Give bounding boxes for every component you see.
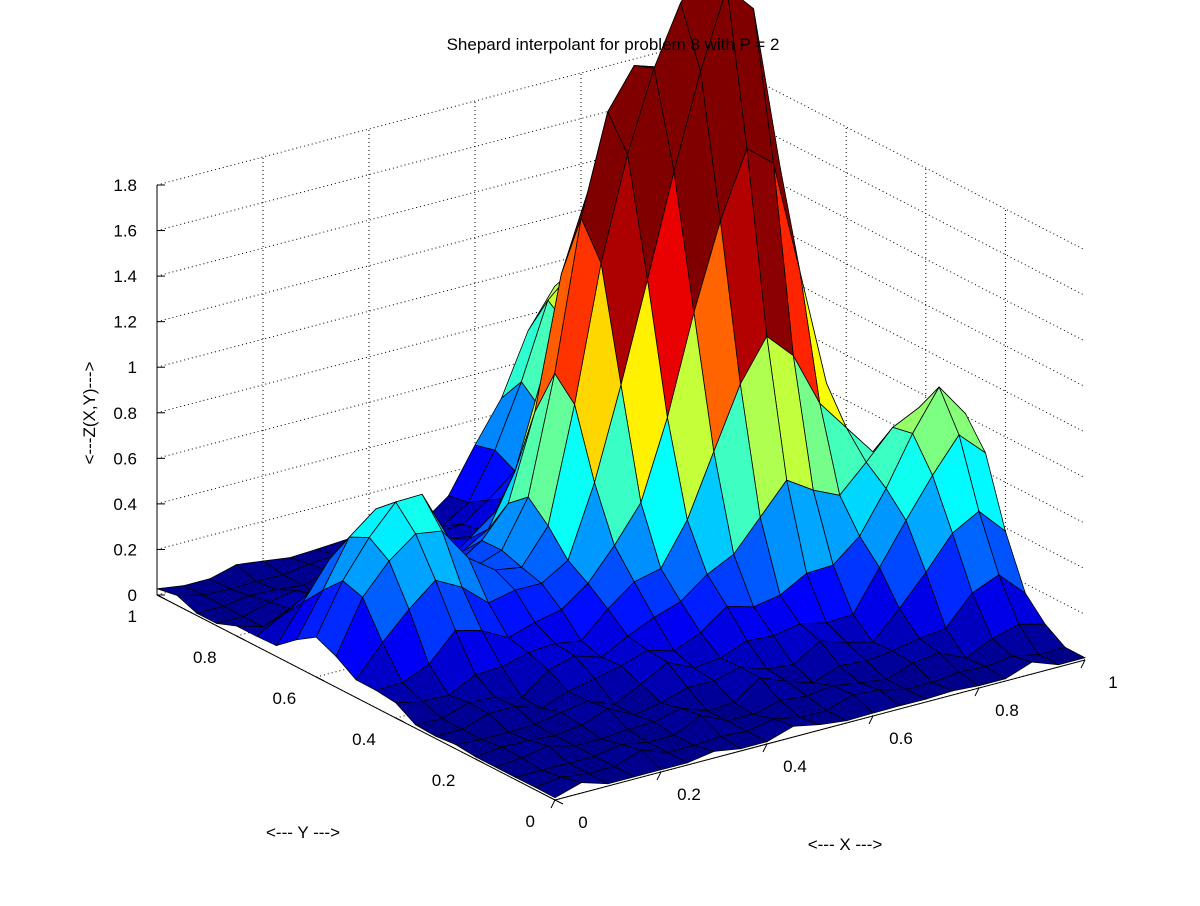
x-axis-label: <--- X ---> bbox=[808, 835, 883, 854]
tick-labels: 0 0.2 0.4 0.6 0.8 1 0 0.2 0.4 0.6 0.8 1 0 0.2 0.4 0.6 0.… bbox=[113, 176, 1117, 832]
x-axis-line bbox=[554, 659, 1086, 801]
z-tick-label: 1.6 bbox=[113, 222, 137, 241]
x-tick-label: 0.4 bbox=[783, 757, 807, 776]
y-tick-mark bbox=[395, 717, 405, 723]
z-tick-label: 1.8 bbox=[113, 176, 137, 195]
y-tick-mark bbox=[156, 594, 166, 600]
x-tick-mark bbox=[762, 743, 768, 753]
y-tick-label: 1 bbox=[128, 607, 137, 626]
x-tick-label: 0 bbox=[578, 813, 587, 832]
x-tick-mark bbox=[1080, 659, 1086, 669]
z-tick-label: 0.2 bbox=[113, 540, 137, 559]
z-tick-label: 0.4 bbox=[113, 495, 137, 514]
x-tick-label: 1 bbox=[1108, 673, 1117, 692]
x-tick-label: 0.6 bbox=[889, 729, 913, 748]
x-tick-mark bbox=[974, 687, 980, 697]
y-tick-label: 0.8 bbox=[193, 648, 217, 667]
y-tick-mark bbox=[475, 758, 484, 764]
z-axis-label: <---Z(X,Y)---> bbox=[80, 361, 99, 464]
y-tick-label: 0 bbox=[526, 812, 535, 831]
x-tick-mark bbox=[656, 771, 662, 781]
x-tick-mark bbox=[550, 799, 556, 809]
x-tick-label: 0.2 bbox=[677, 785, 701, 804]
x-tick-mark bbox=[868, 715, 874, 725]
surface-layer bbox=[156, 0, 1087, 799]
z-tick-label: 1.2 bbox=[113, 313, 137, 332]
y-tick-mark bbox=[315, 676, 325, 682]
z-tick-label: 0.8 bbox=[113, 404, 137, 423]
grid-line-z bbox=[156, 44, 688, 186]
z-tick-label: 0 bbox=[128, 586, 137, 605]
surface-patch bbox=[534, 776, 583, 799]
y-tick-label: 0.4 bbox=[352, 730, 376, 749]
y-tick-mark bbox=[236, 635, 245, 641]
chart-title: Shepard interpolant for problem 8 with P… bbox=[447, 35, 780, 54]
y-axis-label: <--- Y ---> bbox=[266, 823, 340, 842]
z-tick-label: 1.4 bbox=[113, 267, 137, 286]
y-axis-line bbox=[156, 594, 556, 801]
z-tick-label: 0.6 bbox=[113, 449, 137, 468]
axis-layer bbox=[156, 184, 1086, 809]
y-tick-label: 0.6 bbox=[273, 689, 297, 708]
y-tick-label: 0.2 bbox=[432, 771, 456, 790]
x-tick-label: 0.8 bbox=[995, 701, 1019, 720]
y-tick-mark bbox=[554, 799, 564, 805]
grid-line-z bbox=[156, 90, 688, 232]
z-tick-label: 1 bbox=[128, 358, 137, 377]
